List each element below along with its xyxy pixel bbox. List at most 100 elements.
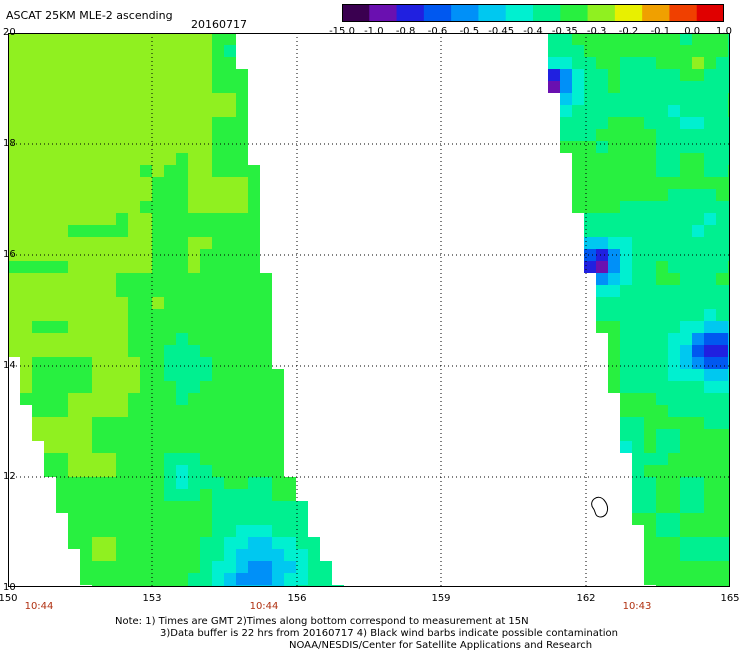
data-cell xyxy=(8,321,20,333)
data-cell xyxy=(716,201,728,213)
data-cell xyxy=(32,105,44,117)
data-cell xyxy=(584,225,596,237)
data-cell xyxy=(176,309,188,321)
data-cell xyxy=(92,429,104,441)
data-cell xyxy=(716,117,728,129)
data-cell xyxy=(20,201,32,213)
swath-map xyxy=(8,33,730,587)
data-cell xyxy=(104,285,116,297)
data-cell xyxy=(656,417,668,429)
data-cell xyxy=(152,45,164,57)
data-cell xyxy=(104,309,116,321)
data-cell xyxy=(236,549,248,561)
data-cell xyxy=(692,201,704,213)
data-cell xyxy=(716,357,728,369)
data-cell xyxy=(188,549,200,561)
data-cell xyxy=(212,429,224,441)
data-cell xyxy=(644,345,656,357)
data-cell xyxy=(152,441,164,453)
data-cell xyxy=(56,465,68,477)
data-cell xyxy=(20,141,32,153)
data-cell xyxy=(260,369,272,381)
data-cell xyxy=(656,57,668,69)
data-cell xyxy=(104,393,116,405)
data-cell xyxy=(116,297,128,309)
data-cell xyxy=(116,369,128,381)
data-cell xyxy=(92,405,104,417)
data-cell xyxy=(632,441,644,453)
data-cell xyxy=(692,537,704,549)
data-cell xyxy=(128,477,140,489)
data-cell xyxy=(32,45,44,57)
data-cell xyxy=(32,393,44,405)
data-cell xyxy=(92,213,104,225)
data-cell xyxy=(80,321,92,333)
data-cell xyxy=(200,453,212,465)
data-cell xyxy=(644,561,656,573)
data-cell xyxy=(200,297,212,309)
data-cell xyxy=(176,477,188,489)
data-cell xyxy=(188,45,200,57)
data-cell xyxy=(704,321,716,333)
data-cell xyxy=(80,345,92,357)
data-cell xyxy=(260,441,272,453)
data-cell xyxy=(668,513,680,525)
data-cell xyxy=(164,381,176,393)
data-cell xyxy=(680,309,692,321)
data-cell xyxy=(44,381,56,393)
data-cell xyxy=(644,333,656,345)
data-cell xyxy=(200,405,212,417)
data-cell xyxy=(224,321,236,333)
data-cell xyxy=(104,273,116,285)
data-cell xyxy=(632,177,644,189)
data-cell xyxy=(104,561,116,573)
data-cell xyxy=(272,477,284,489)
data-cell xyxy=(668,117,680,129)
data-cell xyxy=(104,501,116,513)
data-cell xyxy=(200,129,212,141)
data-cell xyxy=(680,549,692,561)
data-cell xyxy=(704,57,716,69)
data-cell xyxy=(176,453,188,465)
data-cell xyxy=(668,441,680,453)
data-cell xyxy=(248,273,260,285)
data-cell xyxy=(152,189,164,201)
data-cell xyxy=(704,129,716,141)
data-cell xyxy=(668,237,680,249)
data-cell xyxy=(32,129,44,141)
data-cell xyxy=(620,297,632,309)
data-cell xyxy=(128,45,140,57)
data-cell xyxy=(116,273,128,285)
data-cell xyxy=(224,189,236,201)
data-cell xyxy=(224,129,236,141)
data-cell xyxy=(716,153,728,165)
data-cell xyxy=(560,57,572,69)
data-cell xyxy=(32,81,44,93)
data-cell xyxy=(248,429,260,441)
data-cell xyxy=(164,501,176,513)
data-cell xyxy=(44,429,56,441)
data-cell xyxy=(116,105,128,117)
data-cell xyxy=(116,165,128,177)
data-cell xyxy=(716,285,728,297)
data-cell xyxy=(680,57,692,69)
data-cell xyxy=(116,225,128,237)
data-cell xyxy=(716,441,728,453)
data-cell xyxy=(692,117,704,129)
data-cell xyxy=(644,357,656,369)
data-cell xyxy=(644,477,656,489)
data-cell xyxy=(176,237,188,249)
data-cell xyxy=(140,93,152,105)
data-cell xyxy=(56,357,68,369)
data-cell xyxy=(620,381,632,393)
data-cell xyxy=(80,393,92,405)
data-cell xyxy=(224,93,236,105)
data-cell xyxy=(56,129,68,141)
data-cell xyxy=(236,141,248,153)
data-cell xyxy=(140,441,152,453)
data-cell xyxy=(692,345,704,357)
data-cell xyxy=(68,225,80,237)
data-cell xyxy=(236,525,248,537)
data-cell xyxy=(200,105,212,117)
data-cell xyxy=(200,369,212,381)
